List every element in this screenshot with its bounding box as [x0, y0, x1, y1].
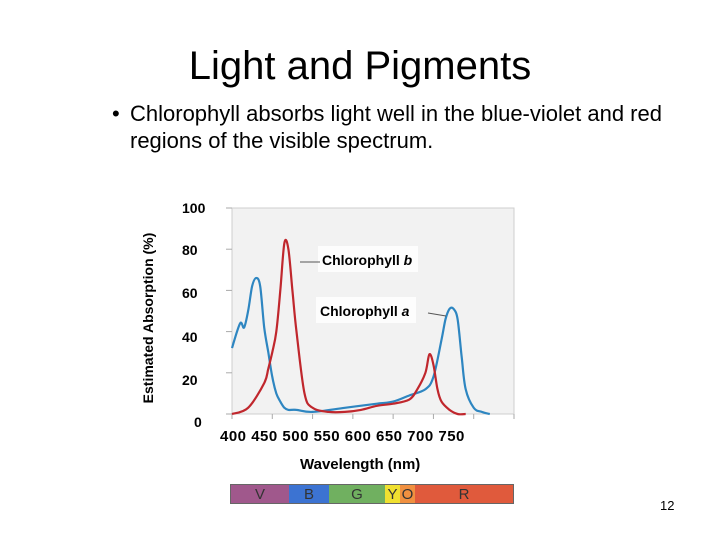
bullet-mark: •	[112, 101, 120, 126]
chlorophyll-b-label-box	[318, 246, 418, 272]
visible-spectrum-bar: V B G Y O R	[230, 484, 514, 504]
page-number: 12	[660, 498, 675, 513]
chlorophyll-a-line	[230, 276, 491, 416]
y-tick-label: 40	[182, 329, 198, 345]
bullet-point: • Chlorophyll absorbs light well in the …	[112, 100, 692, 154]
spectrum-band-violet: V	[231, 485, 289, 503]
y-tick-label: 20	[182, 372, 198, 388]
y-tick-label: 100	[182, 200, 206, 216]
x-axis-label: Wavelength (nm)	[300, 456, 421, 473]
spectrum-band-red: R	[415, 485, 513, 503]
y-tick-label: 80	[182, 242, 198, 258]
chlorophyll-a-label: Chlorophyll a	[320, 303, 410, 319]
bullet-text: Chlorophyll absorbs light well in the bl…	[130, 101, 662, 153]
y-tick-label: 0	[194, 414, 202, 430]
x-tick-labels: 400 450 500 550 600 650 700 750	[220, 428, 465, 445]
y-tick-label: 60	[182, 285, 198, 301]
spectrum-band-yellow: Y	[385, 485, 400, 503]
chlorophyll-b-label: Chlorophyll b	[322, 252, 413, 268]
slide-title: Light and Pigments	[188, 44, 532, 88]
spectrum-band-orange: O	[400, 485, 415, 503]
chlorophyll-b-line	[231, 238, 466, 416]
chlorophyll-a-label-leader	[427, 312, 447, 317]
chlorophyll-a-label-box	[316, 297, 416, 323]
spectrum-band-green: G	[329, 485, 385, 503]
spectrum-band-blue: B	[289, 485, 329, 503]
